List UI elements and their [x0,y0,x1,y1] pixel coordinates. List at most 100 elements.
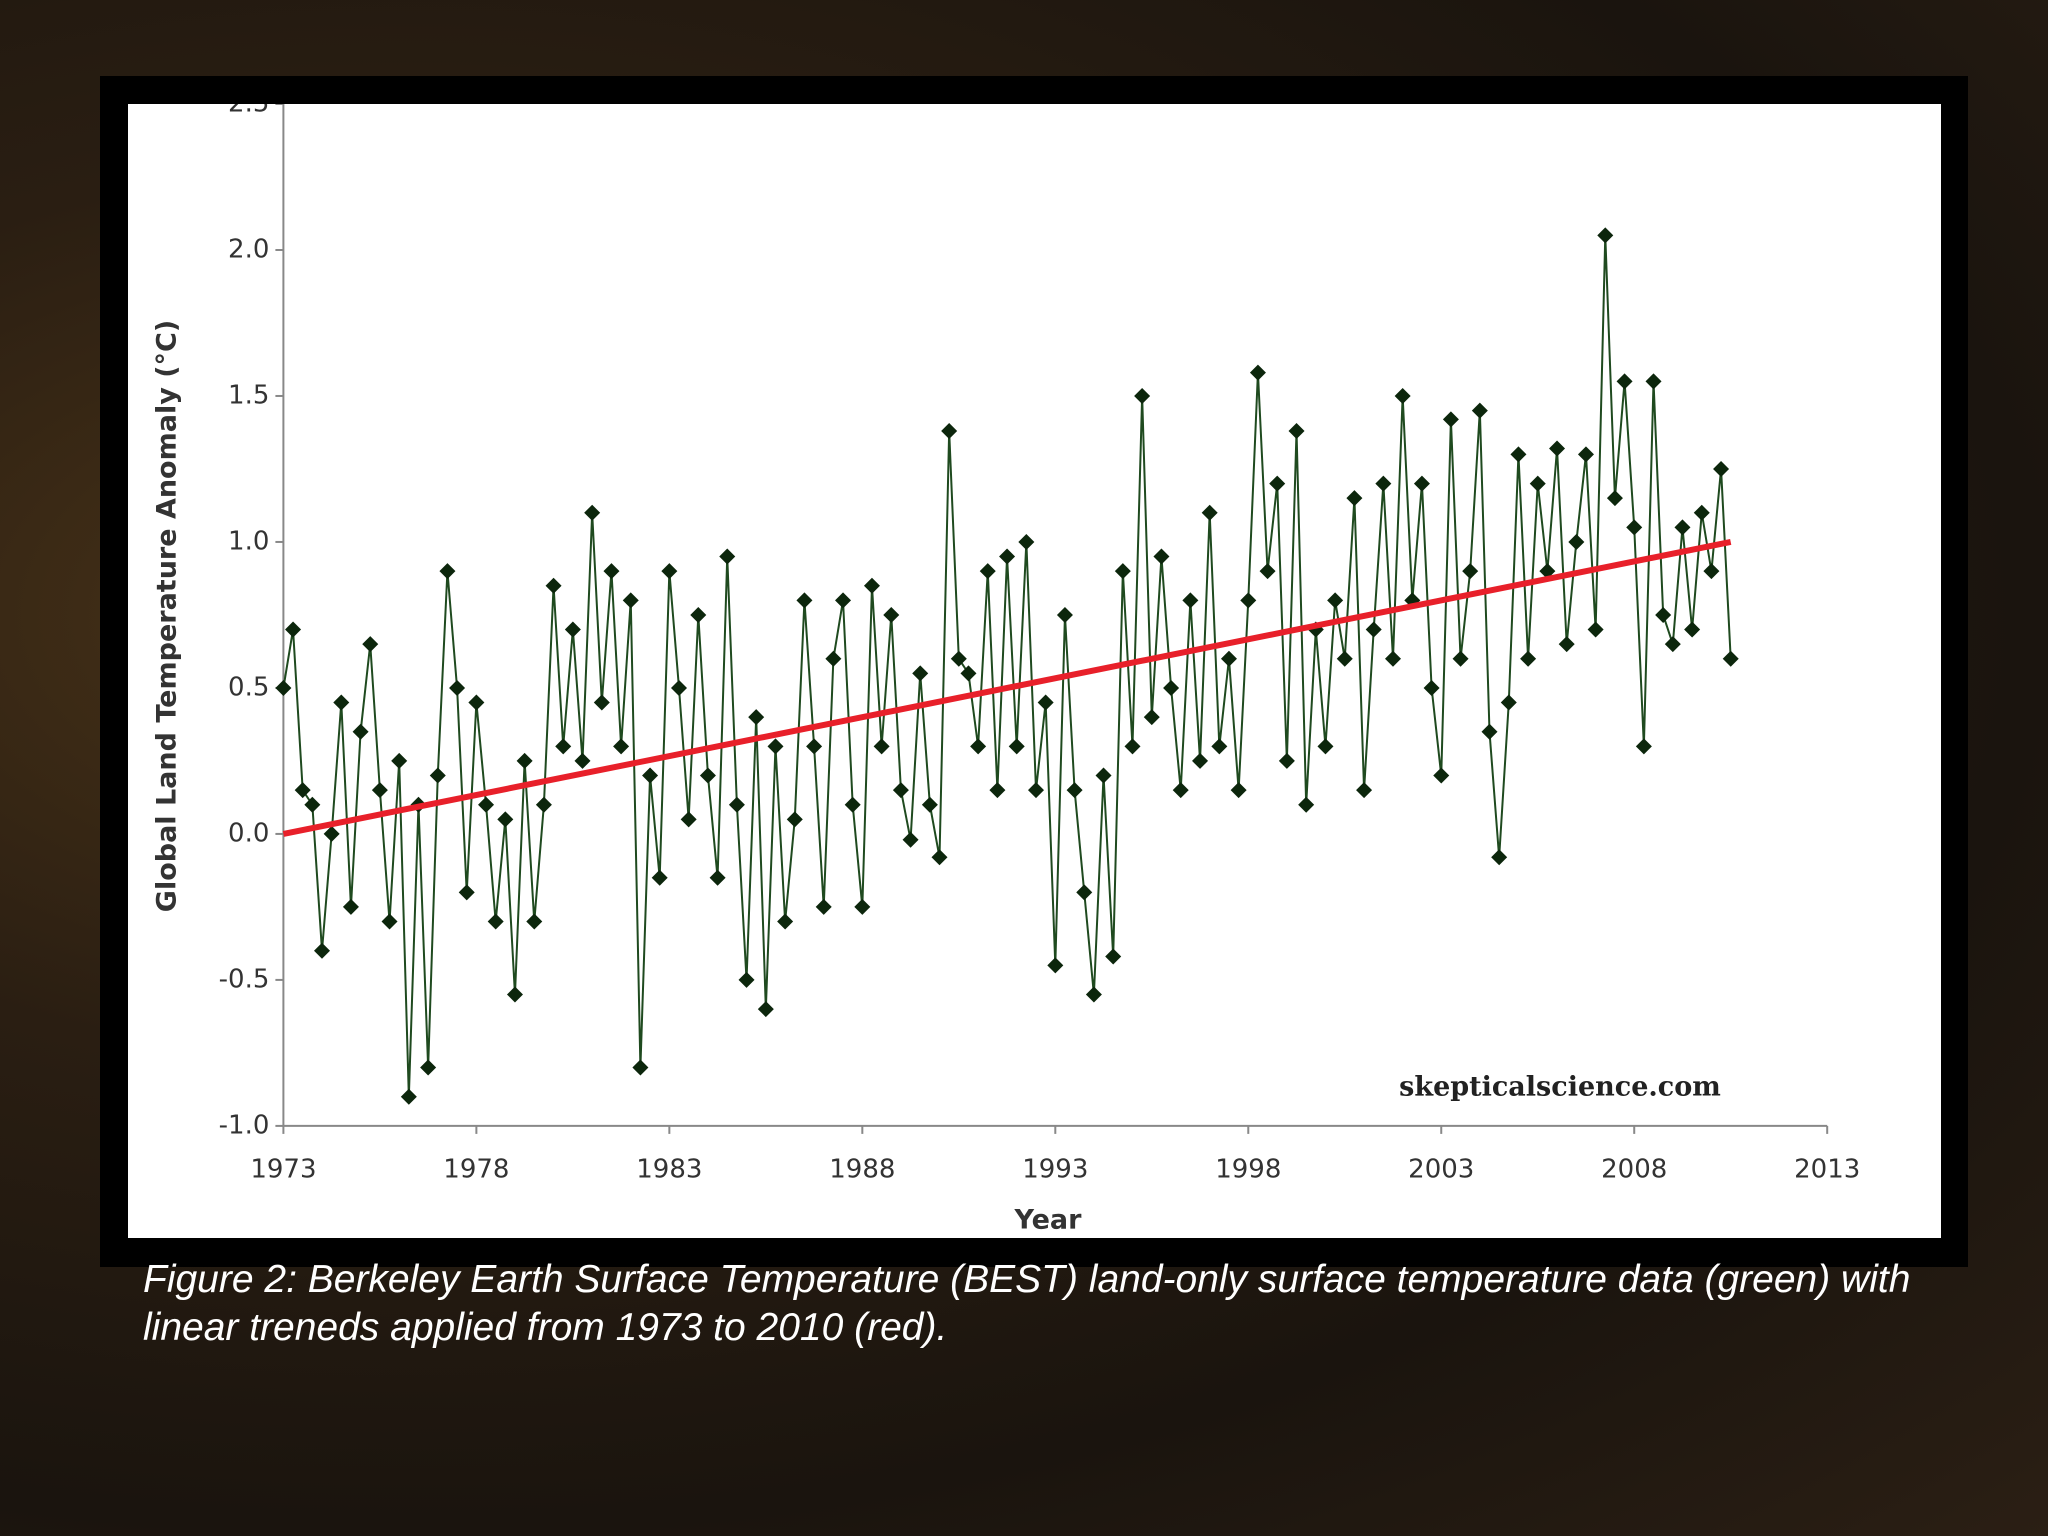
data-point [1346,490,1363,507]
data-point [1635,738,1652,755]
data-point [1201,504,1218,521]
data-point [902,831,919,848]
x-tick-label: 2003 [1408,1154,1474,1184]
data-point [1462,563,1479,580]
data-point [1655,606,1672,623]
data-point [854,898,871,915]
y-tick-label: 0.5 [228,672,269,702]
data-point [1356,782,1373,799]
data-point [603,563,620,580]
x-tick-label: 1983 [636,1154,702,1184]
data-point [1375,475,1392,492]
trend-line [282,539,1732,837]
data-point [825,650,842,667]
data-point [1491,849,1508,866]
data-point [487,913,504,930]
data-point [1066,782,1083,799]
data-point [545,577,562,594]
data-point [1442,411,1459,428]
data-point [1664,636,1681,653]
data-point [313,942,330,959]
data-point [1028,782,1045,799]
data-point [1076,884,1093,901]
data-point [786,811,803,828]
data-point [1452,650,1469,667]
data-point [632,1059,649,1076]
data-point [1259,563,1276,580]
data-point [1085,986,1102,1003]
data-point [1693,504,1710,521]
data-point [1481,723,1498,740]
data-point [1684,621,1701,638]
data-point [381,913,398,930]
data-point [777,913,794,930]
data-point [449,679,466,696]
data-point [1192,752,1209,769]
data-point [1606,490,1623,507]
x-tick-label: 1993 [1022,1154,1088,1184]
data-point [863,577,880,594]
data-point [719,548,736,565]
data-point [661,563,678,580]
data-point [420,1059,437,1076]
y-tick-label: -1.0 [219,1110,270,1140]
data-point [1095,767,1112,784]
data-point [989,782,1006,799]
x-tick-label: 2008 [1601,1154,1667,1184]
data-point [1510,446,1527,463]
y-tick-label: -0.5 [219,964,270,994]
data-point [767,738,784,755]
x-tick-label: 2013 [1794,1154,1860,1184]
data-point [728,796,745,813]
data-point [1626,519,1643,536]
data-point [468,694,485,711]
data-point [1722,650,1739,667]
data-point [584,504,601,521]
x-tick-label: 1973 [250,1154,316,1184]
data-point [593,694,610,711]
data-point [1249,364,1266,381]
data-point [844,796,861,813]
data-point [497,811,514,828]
data-point [873,738,890,755]
data-point [1394,387,1411,404]
caption: Figure 2: Berkeley Earth Surface Tempera… [143,1258,1911,1349]
data-point [748,709,765,726]
data-point [950,650,967,667]
data-point [391,752,408,769]
data-point [815,898,832,915]
y-axis-label: Global Land Temperature Anomaly (°C) [152,320,183,912]
data-point [304,796,321,813]
data-point [806,738,823,755]
data-point [642,767,659,784]
data-point [835,592,852,609]
watermark: skepticalscience.com [1399,1072,1721,1103]
data-point [1327,592,1344,609]
data-point [1153,548,1170,565]
y-tick-label: 0.0 [228,818,269,848]
data-point [699,767,716,784]
y-tick-label: 2.5 [228,89,269,119]
data-point [555,738,572,755]
data-point [1365,621,1382,638]
data-point [796,592,813,609]
data-point [970,738,987,755]
data-point [1568,533,1585,550]
data-point [516,752,533,769]
data-point [371,782,388,799]
data-point [690,606,707,623]
data-point [1134,387,1151,404]
data-point [680,811,697,828]
data-point [1008,738,1025,755]
data-point [400,1088,417,1105]
data-point [275,679,292,696]
data-point [1674,519,1691,536]
x-tick-label: 1978 [443,1154,509,1184]
data-point [1385,650,1402,667]
data-point [1471,402,1488,419]
y-tick-label: 1.5 [228,380,269,410]
data-point [1230,782,1247,799]
data-point [1423,679,1440,696]
data-point [478,796,495,813]
